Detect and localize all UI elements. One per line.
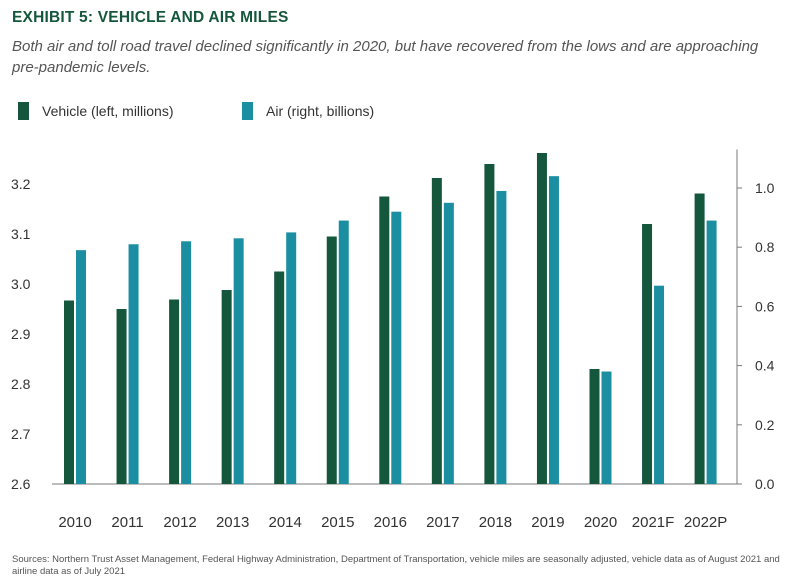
bar-vehicle-2013 xyxy=(221,290,232,484)
right-tick-label: 0.0 xyxy=(755,476,775,492)
bar-vehicle-2017 xyxy=(431,178,442,484)
bar-vehicle-2014 xyxy=(274,271,285,484)
chart-title: EXHIBIT 5: VEHICLE AND AIR MILES xyxy=(12,9,289,26)
x-tick-label: 2020 xyxy=(584,514,617,531)
bar-vehicle-2011 xyxy=(116,309,127,484)
right-tick-label: 0.6 xyxy=(755,298,775,314)
x-tick-label: 2017 xyxy=(426,514,459,531)
x-tick-label: 2013 xyxy=(216,514,249,531)
bar-air-2012 xyxy=(181,241,192,484)
bar-air-2010 xyxy=(76,250,86,484)
x-tick-label: 2015 xyxy=(321,514,354,531)
bar-vehicle-2022P xyxy=(694,193,705,484)
left-tick-label: 2.8 xyxy=(11,376,31,392)
x-tick-label: 2014 xyxy=(269,514,302,531)
bar-vehicle-2019 xyxy=(536,153,547,484)
right-tick-label: 0.4 xyxy=(755,358,775,374)
x-tick-label: 2021F xyxy=(632,514,675,531)
bar-vehicle-2018 xyxy=(484,164,495,484)
left-tick-label: 3.0 xyxy=(11,276,31,292)
bar-air-2016 xyxy=(391,211,402,484)
left-tick-label: 2.6 xyxy=(11,476,31,492)
bar-air-2018 xyxy=(496,190,507,484)
bar-air-2013 xyxy=(233,238,244,484)
bar-air-2014 xyxy=(286,232,297,484)
bar-air-2019 xyxy=(548,176,559,484)
bar-vehicle-2016 xyxy=(379,196,390,484)
left-tick-label: 3.2 xyxy=(11,176,31,192)
chart-subtitle: Both air and toll road travel declined s… xyxy=(12,38,759,76)
bar-vehicle-2021F xyxy=(642,224,653,484)
bar-air-2020 xyxy=(601,371,612,484)
bar-air-2015 xyxy=(338,220,349,484)
bar-air-2021F xyxy=(654,285,665,484)
legend-label-air: Air (right, billions) xyxy=(266,103,375,119)
right-tick-label: 0.8 xyxy=(755,239,775,255)
legend-swatch-vehicle xyxy=(18,102,29,120)
x-tick-label: 2019 xyxy=(531,514,564,531)
legend-swatch-air xyxy=(242,102,253,120)
x-tick-label: 2022P xyxy=(684,514,727,531)
left-tick-label: 3.1 xyxy=(11,226,31,242)
bar-air-2022P xyxy=(706,220,717,484)
left-tick-label: 2.9 xyxy=(11,326,31,342)
bar-vehicle-2015 xyxy=(326,236,337,484)
bar-vehicle-2010 xyxy=(64,300,74,484)
x-tick-label: 2018 xyxy=(479,514,512,531)
right-tick-label: 1.0 xyxy=(755,180,775,196)
right-tick-label: 0.2 xyxy=(755,417,775,433)
bar-vehicle-2012 xyxy=(169,299,180,484)
bar-air-2017 xyxy=(443,202,454,485)
x-tick-label: 2011 xyxy=(111,514,143,531)
bar-air-2011 xyxy=(128,244,139,484)
left-tick-label: 2.7 xyxy=(11,426,31,442)
source-note: Sources: Northern Trust Asset Management… xyxy=(12,554,780,577)
x-tick-label: 2010 xyxy=(58,514,91,531)
bar-vehicle-2020 xyxy=(589,369,600,484)
x-tick-label: 2016 xyxy=(374,514,407,531)
x-tick-label: 2012 xyxy=(163,514,196,531)
legend-label-vehicle: Vehicle (left, millions) xyxy=(42,103,174,119)
